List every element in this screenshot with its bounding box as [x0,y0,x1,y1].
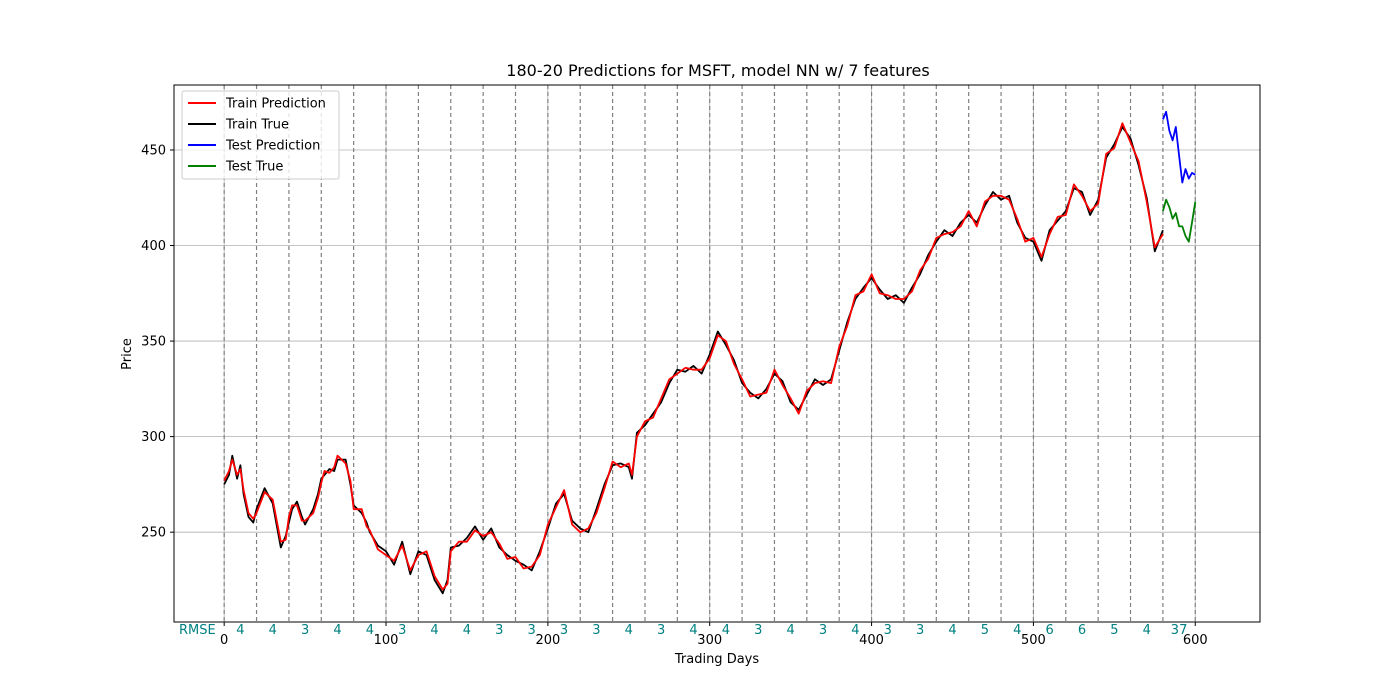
rmse-value: 3 [884,623,892,638]
legend-label-test-prediction: Test Prediction [225,139,320,154]
legend-box [181,90,340,180]
x-tick-label: 100 [374,633,399,648]
y-tick-label: 250 [141,526,166,541]
split-lines [223,85,1196,622]
rmse-value: 37 [1171,623,1188,638]
y-tick-label: 450 [141,143,166,158]
y-axis-ticks: 250 300 350 400 450 [141,143,174,541]
rmse-value: 6 [1045,623,1053,638]
rmse-value: 4 [430,623,438,638]
rmse-value: 4 [1013,623,1021,638]
rmse-value: 3 [754,623,762,638]
rmse-label: RMSE [179,623,216,638]
y-tick-label: 400 [141,239,166,254]
x-tick-label: 500 [1021,633,1046,648]
rmse-value: 4 [366,623,374,638]
series-test-prediction-line [1162,110,1196,184]
series-train-true-line [223,126,1164,595]
rmse-value: 4 [463,623,471,638]
chart-title: 180-20 Predictions for MSFT, model NN w/… [506,61,929,80]
series-train-prediction-line [223,122,1164,591]
y-tick-label: 300 [141,430,166,445]
x-axis-label: Trading Days [674,652,759,667]
rmse-value: 6 [1078,623,1086,638]
legend: Train Prediction Train True Test Predictio… [181,90,340,180]
rmse-value: 4 [333,623,341,638]
rmse-value: 3 [592,623,600,638]
x-axis-ticks: 0 100 200 300 400 500 600 [220,622,1208,648]
legend-label-train-prediction: Train Prediction [225,97,326,112]
rmse-value: 4 [787,623,795,638]
rmse-value: 4 [722,623,730,638]
x-tick-label: 300 [697,633,722,648]
x-tick-label: 200 [535,633,560,648]
rmse-value: 4 [689,623,697,638]
series-layer [223,110,1197,595]
rmse-value: 3 [528,623,536,638]
rmse-value: 4 [269,623,277,638]
rmse-value: 3 [495,623,503,638]
rmse-value: 3 [819,623,827,638]
rmse-value: 3 [398,623,406,638]
rmse-value: 3 [301,623,309,638]
rmse-value: 3 [657,623,665,638]
rmse-value: 4 [625,623,633,638]
y-tick-label: 350 [141,335,166,350]
rmse-value: 4 [1143,623,1151,638]
series-test-true-line [1162,198,1197,243]
rmse-value: 3 [916,623,924,638]
rmse-value: 5 [981,623,989,638]
rmse-value: 4 [851,623,859,638]
x-tick-label: 600 [1183,633,1208,648]
rmse-value: 4 [948,623,956,638]
rmse-values: 4 4 3 4 4 3 4 4 3 3 3 3 4 3 4 4 3 4 3 4 3 3 4 5 4 6 6 5 4 37 [236,623,1187,638]
rmse-value: 3 [560,623,568,638]
plot-frame [173,84,1261,623]
x-tick-label: 0 [220,633,228,648]
legend-label-train-true: Train True [225,118,289,133]
rmse-value: 4 [236,623,244,638]
y-axis-label: Price [120,338,135,370]
x-tick-label: 400 [859,633,884,648]
legend-label-test-true: Test True [225,160,283,175]
rmse-value: 5 [1110,623,1118,638]
